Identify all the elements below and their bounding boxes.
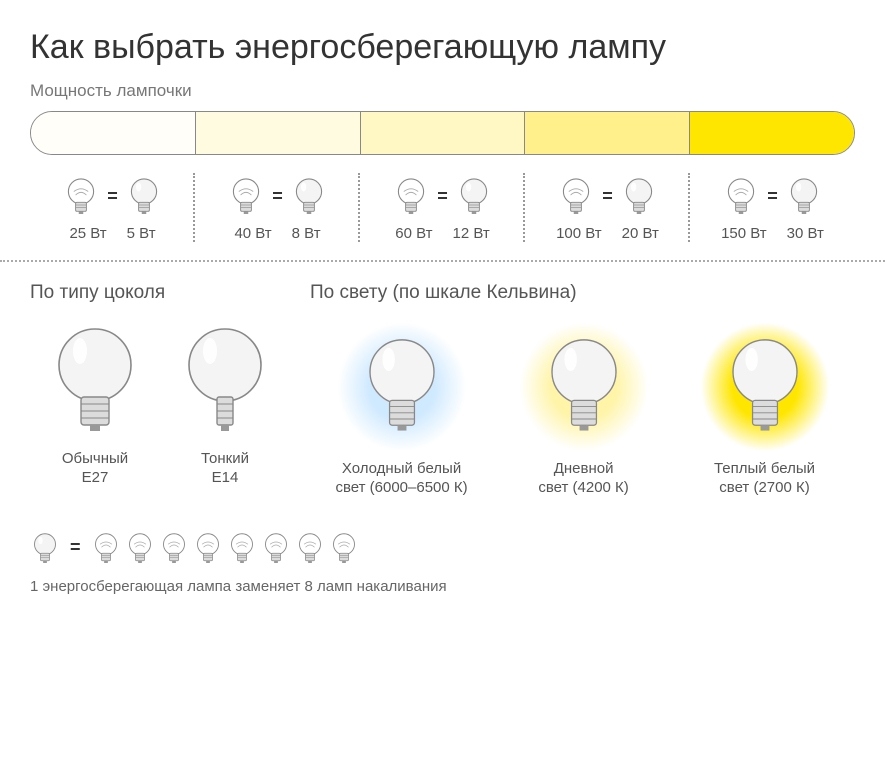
equals-sign: = [437,186,448,207]
bulb-icon [180,322,270,442]
bulb-incandescent-icon [159,528,189,568]
wattage-incandescent: 40 Вт [234,225,271,242]
bulb-icon [544,337,624,437]
wattage-eco: 20 Вт [622,225,659,242]
power-segment-1 [196,112,361,154]
base-name: ОбычныйЕ27 [62,450,128,488]
base-bulb-row: ОбычныйЕ27 ТонкийЕ14 [30,322,290,488]
bulb-incandescent-icon [261,528,291,568]
wattage-cell-0: = 25 Вт 5 Вт [30,173,195,242]
wattage-incandescent: 60 Вт [395,225,432,242]
page-title: Как выбрать энергосберегающую лампу [30,28,855,67]
wattage-cell-2: = 60 Вт 12 Вт [360,173,525,242]
light-name: Холодный белыйсвет (6000–6500 К) [335,460,467,498]
bulb-incandescent-icon [91,528,121,568]
bulb-icon [725,337,805,437]
bulb-incandescent-icon [723,173,759,219]
equals-sign: = [272,186,283,207]
light-bulb-1: Дневнойсвет (4200 К) [519,322,649,498]
bulb-glow [700,322,830,452]
wattage-incandescent: 150 Вт [721,225,767,242]
power-segment-0 [31,112,196,154]
bulb-eco-icon [786,173,822,219]
base-heading: По типу цоколя [30,282,290,304]
bulb-incandescent-icon [227,528,257,568]
bottom-section: По типу цоколя ОбычныйЕ27 ТонкийЕ14 По с… [30,282,855,498]
wattage-incandescent: 100 Вт [556,225,602,242]
bulb-incandescent-icon [295,528,325,568]
base-type-column: По типу цоколя ОбычныйЕ27 ТонкийЕ14 [30,282,290,498]
bulb-eco-icon [621,173,657,219]
bulb-eco-icon [126,173,162,219]
light-heading: По свету (по шкале Кельвина) [310,282,855,304]
base-bulb-Е27: ОбычныйЕ27 [50,322,140,488]
bulb-incandescent-icon [393,173,429,219]
wattage-compare-row: = 25 Вт 5 Вт = 40 Вт 8 Вт = 60 Вт 12 Вт … [30,173,855,242]
light-bulb-2: Теплый белыйсвет (2700 К) [700,322,830,498]
light-color-column: По свету (по шкале Кельвина) Холодный бе… [310,282,855,498]
bulb-incandescent-icon [63,173,99,219]
wattage-cell-3: = 100 Вт 20 Вт [525,173,690,242]
equals-sign: = [70,537,81,558]
incandescent-bulb-group [91,528,359,568]
bulb-incandescent-icon [228,173,264,219]
bulb-icon [362,337,442,437]
light-name: Теплый белыйсвет (2700 К) [714,460,815,498]
footer-equivalence: = [30,528,855,568]
equals-sign: = [602,186,613,207]
wattage-cell-1: = 40 Вт 8 Вт [195,173,360,242]
bulb-eco-icon [291,173,327,219]
equals-sign: = [767,186,778,207]
light-bulb-0: Холодный белыйсвет (6000–6500 К) [335,322,467,498]
base-name: ТонкийЕ14 [201,450,249,488]
bulb-incandescent-icon [558,173,594,219]
bulb-eco-icon [30,528,60,568]
bulb-icon [50,322,140,442]
wattage-eco: 30 Вт [787,225,824,242]
wattage-eco: 12 Вт [453,225,490,242]
light-name: Дневнойсвет (4200 К) [538,460,628,498]
power-gradient-bar [30,111,855,155]
bulb-incandescent-icon [125,528,155,568]
base-bulb-Е14: ТонкийЕ14 [180,322,270,488]
equals-sign: = [107,186,118,207]
light-bulb-row: Холодный белыйсвет (6000–6500 К) Дневной… [310,322,855,498]
power-segment-4 [690,112,854,154]
power-label: Мощность лампочки [30,81,855,101]
bulb-glow [519,322,649,452]
wattage-cell-4: = 150 Вт 30 Вт [690,173,855,242]
power-segment-2 [361,112,526,154]
bulb-incandescent-icon [193,528,223,568]
wattage-eco: 5 Вт [127,225,156,242]
wattage-eco: 8 Вт [292,225,321,242]
bulb-eco-icon [456,173,492,219]
section-divider [0,260,885,262]
footer-caption: 1 энергосберегающая лампа заменяет 8 лам… [30,578,855,595]
power-segment-3 [525,112,690,154]
bulb-glow [337,322,467,452]
wattage-incandescent: 25 Вт [69,225,106,242]
bulb-incandescent-icon [329,528,359,568]
